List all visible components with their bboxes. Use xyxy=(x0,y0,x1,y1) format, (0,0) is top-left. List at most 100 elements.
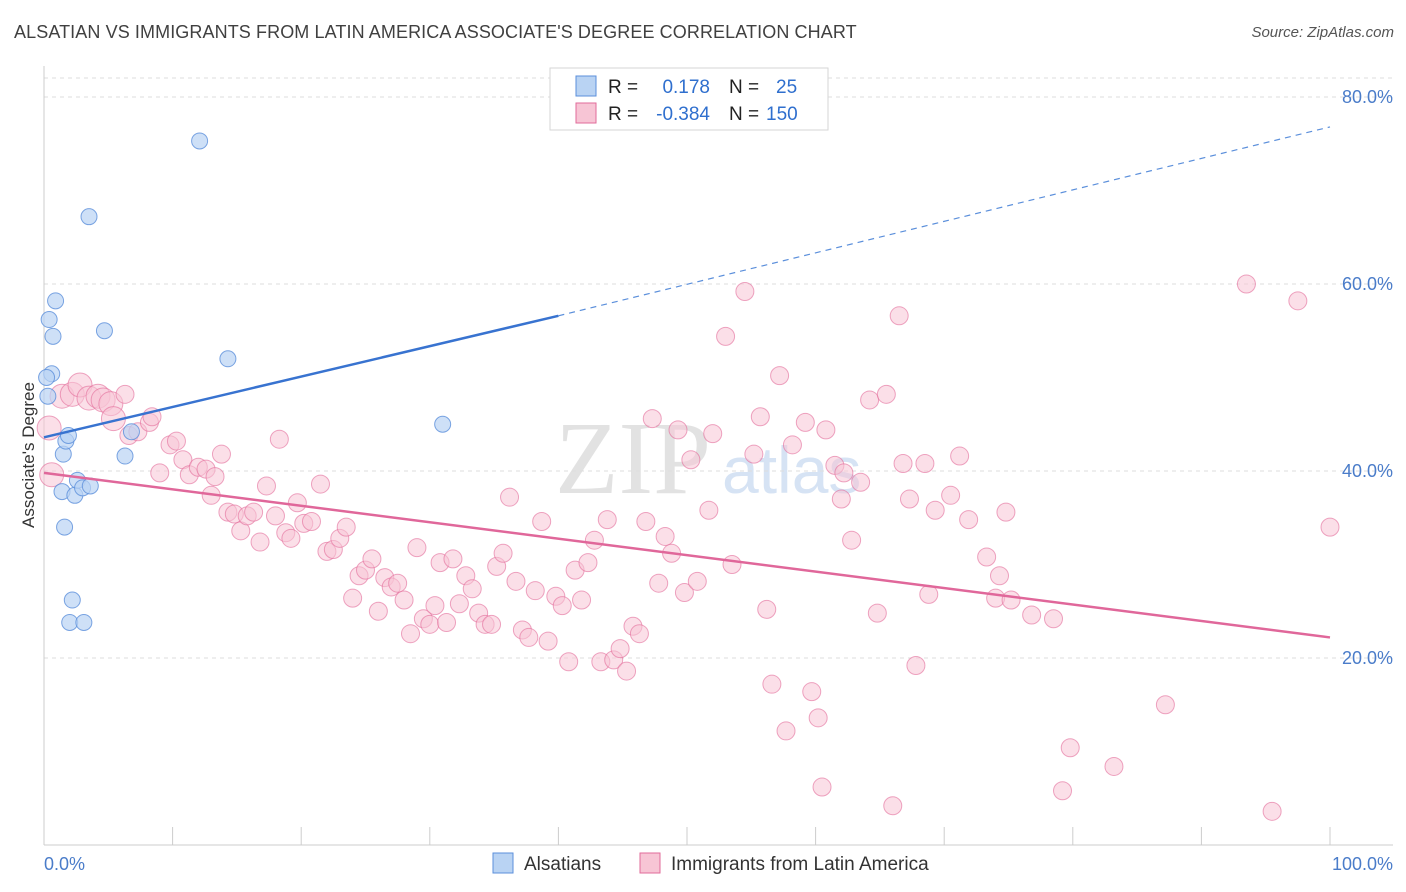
legend-n-value-2: 150 xyxy=(766,104,798,125)
y-tick-label-60: 60.0% xyxy=(1342,274,1393,294)
immigrants-point xyxy=(310,474,330,494)
immigrants-point xyxy=(703,424,723,444)
axes xyxy=(43,66,1393,846)
immigrants-point xyxy=(860,390,880,410)
y-tick-labels: 20.0% 40.0% 60.0% 80.0% xyxy=(1342,87,1393,668)
immigrants-point xyxy=(776,721,796,741)
legend-n-label-2: N = xyxy=(729,104,759,125)
immigrants-point xyxy=(1288,291,1308,311)
immigrants-point xyxy=(867,603,887,623)
immigrants-point xyxy=(525,581,545,601)
alsatians-point xyxy=(95,322,113,340)
immigrants-point xyxy=(941,485,961,505)
bottom-legend-swatch-immigrants xyxy=(639,852,661,874)
immigrants-point xyxy=(482,614,502,634)
immigrants-point xyxy=(1236,274,1256,294)
immigrants-point xyxy=(762,674,782,694)
immigrants-point xyxy=(211,444,231,464)
immigrants-point xyxy=(343,588,363,608)
immigrants-point xyxy=(301,511,321,531)
immigrants-point xyxy=(812,777,832,797)
immigrants-point xyxy=(166,431,186,451)
immigrants-point xyxy=(808,708,828,728)
immigrants-point xyxy=(368,601,388,621)
alsatians-point xyxy=(39,387,57,405)
source-label: Source: ZipAtlas.com xyxy=(1251,24,1394,41)
immigrants-point xyxy=(674,583,694,603)
immigrants-point xyxy=(420,614,440,634)
immigrants-point xyxy=(336,517,356,537)
immigrants-point xyxy=(899,489,919,509)
immigrants-point xyxy=(770,366,790,386)
immigrants-point xyxy=(150,463,170,483)
immigrants-point xyxy=(462,579,482,599)
alsatians-point xyxy=(61,613,79,631)
immigrants-point xyxy=(816,420,836,440)
immigrants-point xyxy=(500,487,520,507)
immigrants-point xyxy=(744,444,764,464)
alsatians-point xyxy=(40,311,58,329)
alsatians-point xyxy=(219,350,237,368)
immigrants-point xyxy=(559,652,579,672)
immigrants-point xyxy=(244,502,264,522)
immigrants-point xyxy=(437,612,457,632)
alsatians-point xyxy=(80,208,98,226)
immigrants-point xyxy=(989,566,1009,586)
immigrants-point xyxy=(1022,605,1042,625)
immigrants-point xyxy=(617,661,637,681)
immigrants-point xyxy=(256,476,276,496)
immigrants-point xyxy=(552,596,572,616)
top-legend: R = 0.178 N = 25 R = -0.384 N = 150 xyxy=(549,67,829,131)
immigrants-point xyxy=(842,530,862,550)
immigrants-point xyxy=(281,528,301,548)
gridlines xyxy=(44,77,1393,659)
immigrants-point xyxy=(893,454,913,474)
immigrants-point xyxy=(1053,781,1073,801)
chart-title: ALSATIAN VS IMMIGRANTS FROM LATIN AMERIC… xyxy=(14,22,857,42)
immigrants-point xyxy=(681,450,701,470)
legend-r-label-1: R = xyxy=(608,77,638,98)
legend-r-value-2: -0.384 xyxy=(656,104,710,125)
legend-n-value-1: 25 xyxy=(776,77,797,98)
y-tick-label-40: 40.0% xyxy=(1342,461,1393,481)
immigrants-point xyxy=(722,555,742,574)
immigrants-point xyxy=(996,502,1016,522)
immigrants-point xyxy=(716,326,736,346)
immigrants-point xyxy=(388,573,408,593)
immigrants-point xyxy=(642,409,662,429)
x-ticks xyxy=(43,827,1331,845)
legend-r-label-2: R = xyxy=(608,104,638,125)
immigrants-point xyxy=(889,306,909,326)
immigrants-point xyxy=(443,549,463,569)
immigrants-point xyxy=(757,599,777,619)
immigrants-point xyxy=(425,596,445,616)
trend-lines xyxy=(43,126,1331,639)
immigrants-point xyxy=(883,796,903,816)
immigrants-point xyxy=(394,590,414,610)
alsatians-point xyxy=(122,423,140,441)
immigrants-point xyxy=(668,420,688,440)
immigrants-point xyxy=(205,467,225,487)
immigrants-point xyxy=(1320,517,1340,537)
immigrants-point xyxy=(1155,695,1175,715)
bottom-legend-swatch-alsatians xyxy=(492,852,514,874)
immigrants-point xyxy=(851,472,871,492)
x-tick-label-0: 0.0% xyxy=(44,854,85,874)
alsatians-point xyxy=(44,327,62,345)
immigrants-point xyxy=(362,549,382,569)
immigrants-point xyxy=(597,510,617,530)
immigrants-point xyxy=(795,412,815,432)
immigrants-point xyxy=(1060,738,1080,758)
bottom-legend-label-alsatians: Alsatians xyxy=(524,854,601,875)
y-tick-label-80: 80.0% xyxy=(1342,87,1393,107)
immigrants-point xyxy=(655,526,675,546)
legend-swatch-pink xyxy=(575,102,597,124)
y-axis-title: Associate's Degree xyxy=(19,382,38,528)
immigrants-point xyxy=(538,631,558,651)
immigrants-point xyxy=(699,500,719,520)
immigrants-point xyxy=(449,594,469,614)
immigrants-point xyxy=(802,682,822,702)
immigrants-point xyxy=(115,384,135,404)
alsatians-point xyxy=(116,447,134,465)
immigrants-point xyxy=(629,624,649,644)
